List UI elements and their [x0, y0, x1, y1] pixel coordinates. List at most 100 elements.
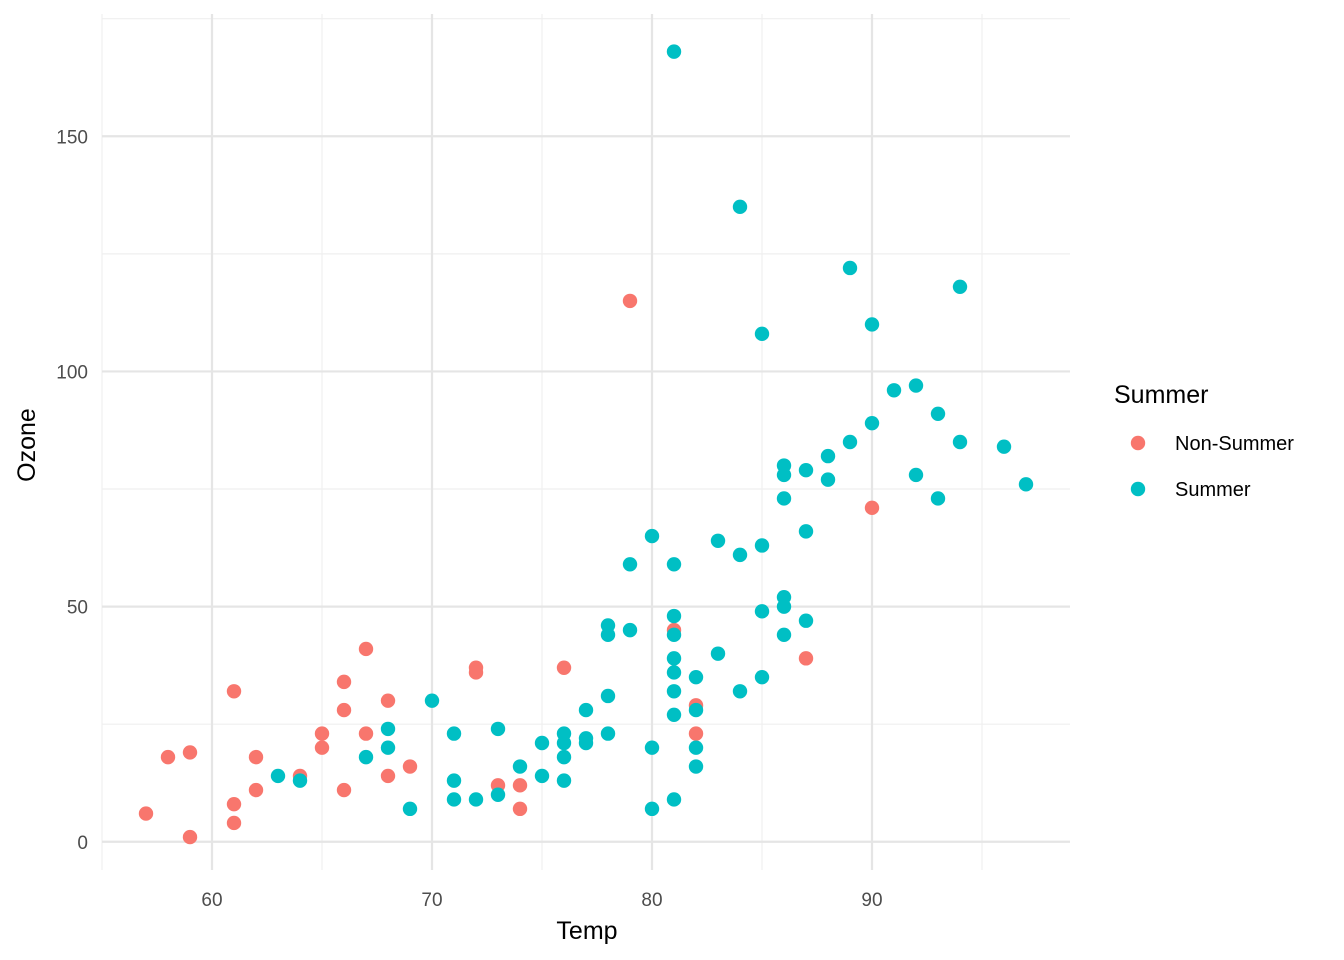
- point-summer: [666, 684, 682, 699]
- y-axis-title: Ozone: [13, 408, 41, 482]
- point-summer: [908, 467, 924, 483]
- point-summer: [688, 759, 704, 774]
- x-tick-label: 70: [421, 890, 442, 911]
- point-non-summer: [226, 815, 242, 831]
- point-non-summer: [556, 660, 572, 675]
- point-summer: [996, 439, 1012, 454]
- legend-key-summer: [1130, 481, 1146, 497]
- point-summer: [776, 599, 792, 614]
- point-summer: [468, 792, 484, 807]
- point-non-summer: [798, 651, 814, 666]
- minor-gridlines: [101, 14, 1070, 870]
- point-non-summer: [314, 740, 330, 755]
- point-summer: [556, 735, 572, 751]
- point-summer: [490, 721, 506, 737]
- point-summer: [644, 740, 660, 755]
- point-summer: [798, 613, 814, 628]
- point-summer: [666, 707, 682, 722]
- point-summer: [864, 415, 880, 431]
- point-summer: [600, 726, 616, 741]
- point-non-summer: [182, 745, 198, 760]
- point-summer: [688, 669, 704, 685]
- point-summer: [754, 538, 770, 553]
- x-axis-title: Temp: [556, 917, 617, 945]
- point-summer: [534, 768, 550, 784]
- point-summer: [666, 44, 682, 59]
- point-summer: [710, 646, 726, 661]
- point-non-summer: [336, 702, 352, 718]
- point-summer: [842, 434, 858, 450]
- point-summer: [556, 773, 572, 788]
- point-summer: [600, 688, 616, 704]
- point-summer: [380, 740, 396, 755]
- point-summer: [908, 378, 924, 393]
- point-summer: [754, 669, 770, 685]
- point-non-summer: [358, 726, 374, 741]
- point-non-summer: [688, 726, 704, 741]
- point-summer: [402, 801, 418, 817]
- point-summer: [732, 684, 748, 699]
- point-summer: [754, 326, 770, 342]
- point-summer: [644, 801, 660, 817]
- point-summer: [600, 627, 616, 643]
- point-non-summer: [314, 726, 330, 741]
- point-summer: [380, 721, 396, 737]
- y-tick-label: 50: [67, 598, 88, 619]
- x-tick-label: 60: [201, 890, 222, 911]
- point-non-summer: [864, 500, 880, 516]
- point-non-summer: [512, 801, 528, 817]
- point-summer: [622, 557, 638, 572]
- point-summer: [820, 448, 836, 464]
- major-gridlines: [102, 14, 1070, 870]
- legend-items: Non-Summer Summer: [1130, 433, 1294, 501]
- point-summer: [842, 260, 858, 276]
- point-non-summer: [182, 829, 198, 845]
- point-non-summer: [336, 782, 352, 798]
- point-summer: [292, 773, 308, 788]
- legend-key-non-summer: [1130, 435, 1146, 451]
- y-tick-label: 100: [56, 362, 88, 383]
- point-summer: [512, 759, 528, 774]
- x-tick-label: 90: [861, 890, 882, 911]
- point-summer: [776, 467, 792, 483]
- point-summer: [776, 491, 792, 506]
- point-summer: [446, 792, 462, 807]
- point-summer: [754, 604, 770, 619]
- point-summer: [798, 524, 814, 539]
- point-summer: [666, 792, 682, 807]
- legend-title: Summer: [1114, 381, 1208, 409]
- point-summer: [622, 622, 638, 638]
- point-non-summer: [226, 684, 242, 699]
- point-summer: [952, 434, 968, 450]
- point-summer: [644, 528, 660, 544]
- point-summer: [446, 773, 462, 788]
- point-summer: [666, 557, 682, 572]
- point-summer: [666, 627, 682, 643]
- point-summer: [1018, 477, 1034, 492]
- point-non-summer: [512, 778, 528, 793]
- y-tick-label: 0: [77, 833, 88, 854]
- point-non-summer: [380, 693, 396, 708]
- point-non-summer: [402, 759, 418, 774]
- x-axis-tick-labels: 60 70 80 90: [201, 890, 882, 911]
- point-summer: [798, 463, 814, 478]
- point-summer: [732, 547, 748, 563]
- point-non-summer: [622, 293, 638, 309]
- point-summer: [710, 533, 726, 548]
- legend: Summer Non-Summer Summer: [1114, 381, 1294, 501]
- point-summer: [534, 735, 550, 751]
- point-summer: [952, 279, 968, 294]
- point-summer: [666, 608, 682, 624]
- point-summer: [578, 735, 594, 751]
- point-summer: [358, 749, 374, 765]
- point-non-summer: [358, 641, 374, 657]
- point-non-summer: [336, 674, 352, 690]
- point-summer: [732, 199, 748, 215]
- point-non-summer: [248, 782, 264, 798]
- y-axis-tick-labels: 0 50 100 150: [56, 127, 88, 853]
- point-non-summer: [248, 749, 264, 765]
- legend-label: Summer: [1175, 479, 1251, 501]
- point-summer: [556, 749, 572, 765]
- point-summer: [446, 726, 462, 741]
